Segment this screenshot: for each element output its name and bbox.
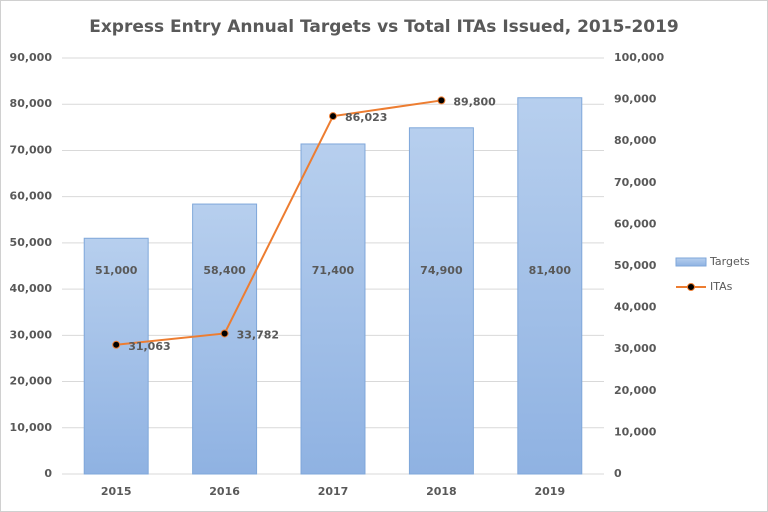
x-tick-label: 2019 [534, 485, 565, 498]
y-tick-label: 10,000 [10, 421, 53, 434]
line [116, 99, 442, 346]
y-tick-label: 70,000 [10, 143, 53, 156]
y-tick-label: 40,000 [10, 282, 53, 295]
y2-tick-label: 30,000 [614, 342, 657, 355]
bar [83, 237, 149, 475]
y2-tick-label: 0 [614, 467, 622, 480]
chart-title: Express Entry Annual Targets vs Total IT… [89, 17, 679, 37]
line-value-label: 31,063 [128, 340, 170, 353]
bar-value-label: 51,000 [95, 264, 138, 277]
y-tick-label: 0 [44, 467, 52, 480]
x-tick-label: 2016 [209, 485, 240, 498]
bar [192, 203, 258, 475]
y2-tick-label: 10,000 [614, 425, 657, 438]
y-tick-label: 60,000 [10, 190, 53, 203]
y-tick-label: 20,000 [10, 375, 53, 388]
x-tick-label: 2018 [426, 485, 457, 498]
bar-value-label: 71,400 [312, 264, 355, 277]
x-tick-label: 2017 [318, 485, 349, 498]
line-value-label: 33,782 [237, 328, 279, 341]
legend-marker [687, 283, 695, 291]
y2-tick-label: 20,000 [614, 384, 657, 397]
y2-tick-label: 70,000 [614, 176, 657, 189]
legend-label: Targets [709, 255, 750, 268]
y-tick-label: 30,000 [10, 328, 53, 341]
line-value-label: 86,023 [345, 111, 387, 124]
y2-tick-label: 90,000 [614, 93, 657, 106]
line-marker [437, 96, 446, 105]
y2-tick-label: 80,000 [614, 134, 657, 147]
legend-label: ITAs [710, 280, 733, 293]
bar [300, 143, 366, 475]
bar-value-label: 74,900 [420, 264, 463, 277]
bar [517, 97, 583, 475]
bar-value-label: 81,400 [529, 264, 572, 277]
line-marker [329, 112, 337, 121]
line-marker [220, 329, 229, 338]
legend-swatch [675, 257, 707, 267]
bar-value-label: 58,400 [203, 264, 246, 277]
line-value-label: 89,800 [453, 95, 496, 108]
y-tick-label: 50,000 [10, 236, 53, 249]
line-marker [112, 340, 121, 349]
x-tick-label: 2015 [101, 485, 132, 498]
y2-tick-label: 40,000 [614, 301, 657, 314]
bar [408, 127, 474, 475]
y2-tick-label: 50,000 [614, 259, 657, 272]
y-tick-label: 90,000 [10, 51, 53, 64]
y-tick-label: 80,000 [10, 97, 53, 110]
y2-tick-label: 100,000 [614, 51, 664, 64]
y2-tick-label: 60,000 [614, 217, 657, 230]
